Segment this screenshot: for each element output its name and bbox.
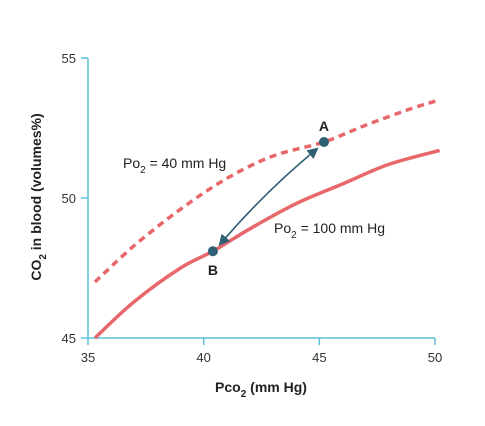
axes: 35 40 45 50 45 50 55 [62,51,443,365]
y-tick-label: 55 [62,51,76,66]
series-line-po2-40 [93,98,441,284]
x-tick-label: 45 [312,350,326,365]
x-axis-title: Pco2 (mm Hg) [215,379,307,400]
x-ticks: 35 40 45 50 [81,338,442,365]
series-line-po2-100 [93,148,441,340]
a-b-arrow [218,147,319,246]
x-tick-label: 35 [81,350,95,365]
y-tick-label: 50 [62,191,76,206]
points: AB [208,118,329,278]
series-label-po2-40: Po2 = 40 mm Hg [123,155,226,176]
point-b [207,246,218,257]
y-ticks: 45 50 55 [62,51,88,346]
point-label-a: A [319,118,329,134]
series-label-po2-100: Po2 = 100 mm Hg [274,220,385,241]
y-axis-title: CO2 in blood (volumes%) [28,113,49,280]
x-tick-label: 50 [428,350,442,365]
point-label-b: B [208,262,218,278]
point-a [318,137,329,147]
y-tick-label: 45 [62,331,76,346]
x-tick-label: 40 [196,350,210,365]
